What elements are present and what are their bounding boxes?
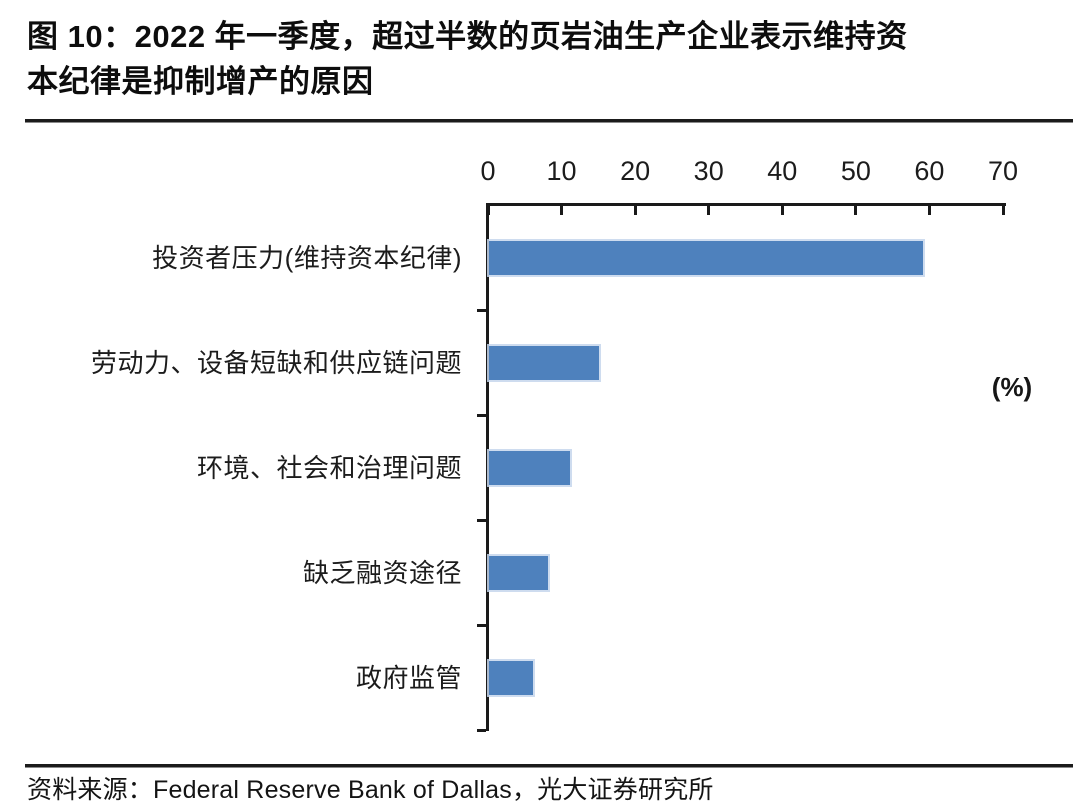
category-label: 政府监管 [355, 662, 462, 693]
x-tick-label: 60 [914, 156, 945, 186]
y-axis-line [486, 203, 489, 731]
x-axis-tick [707, 206, 711, 215]
category-label: 缺乏融资途径 [302, 557, 462, 588]
y-axis-tick [477, 623, 486, 627]
x-axis-tick [560, 206, 564, 215]
category-label: 劳动力、设备短缺和供应链问题 [90, 348, 462, 379]
title-divider-rule [25, 119, 1073, 123]
x-axis-line [486, 203, 1006, 206]
x-tick-label: 20 [620, 156, 651, 186]
x-axis-tick [633, 206, 637, 215]
x-tick-label: 30 [693, 156, 724, 186]
x-axis-tick [927, 206, 931, 215]
y-axis-tick [477, 728, 486, 732]
x-axis-tick [854, 206, 858, 215]
y-axis-tick [477, 309, 486, 313]
x-axis-tick [1001, 206, 1005, 215]
bar [489, 660, 534, 695]
percent-unit-label: (%) [991, 372, 1033, 402]
x-axis-tick [486, 206, 490, 215]
figure-title-line-1: 图 10：2022 年一季度，超过半数的页岩油生产企业表示维持资 [27, 19, 908, 54]
x-axis-tick [780, 206, 784, 215]
source-text: 资料来源：Federal Reserve Bank of Dallas，光大证券… [27, 776, 714, 804]
x-tick-label: 70 [987, 156, 1019, 186]
bar [489, 451, 570, 485]
y-axis-tick [477, 414, 486, 418]
category-label: 投资者压力(维持资本纪律) [152, 243, 462, 274]
y-axis-tick [477, 518, 486, 522]
category-label: 环境、社会和治理问题 [196, 453, 462, 483]
x-tick-label: 0 [480, 156, 496, 186]
bar [489, 346, 600, 381]
figure-title: 图 10：2022 年一季度，超过半数的页岩油生产企业表示维持资 本纪律是抑制增… [27, 14, 1067, 104]
bar [489, 241, 924, 276]
x-tick-label: 10 [546, 156, 577, 186]
source-divider-rule [25, 764, 1073, 768]
bar [489, 555, 548, 590]
x-tick-label: 40 [767, 156, 798, 186]
horizontal-bar-chart: (%) 0 10 20 30 40 50 60 70 投资者压力(维持资本纪律) 劳动力、设备短缺… [0, 140, 1080, 750]
figure-title-line-2: 本纪律是抑制增产的原因 [27, 64, 374, 99]
x-tick-label: 50 [840, 156, 871, 186]
